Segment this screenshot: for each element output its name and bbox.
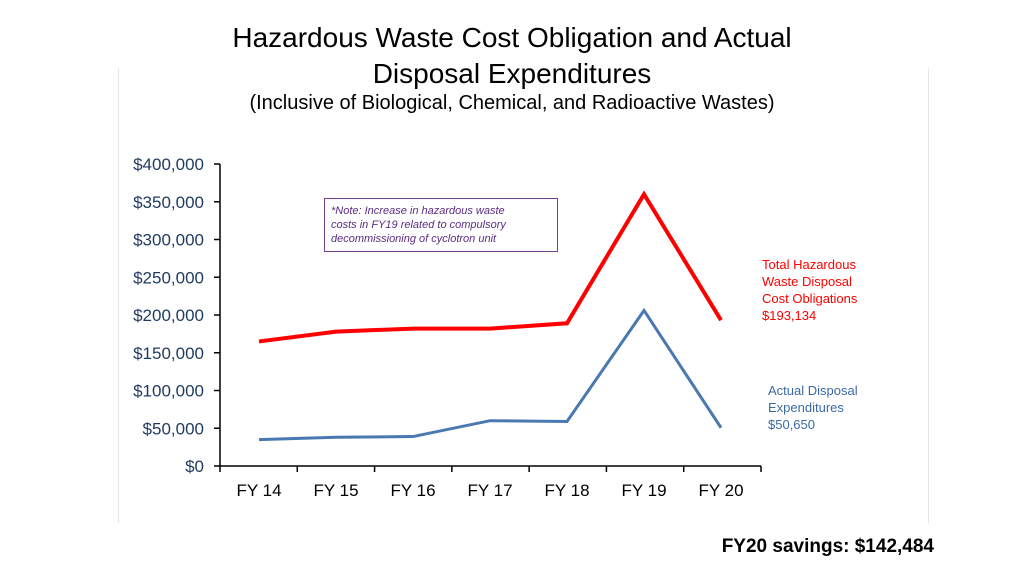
- x-tick-label: FY 15: [313, 481, 358, 500]
- y-tick-label: $50,000: [143, 419, 204, 438]
- y-tick-label: $300,000: [133, 231, 204, 250]
- chart-series-lines: [258, 190, 723, 442]
- series-line-actual: [258, 307, 723, 442]
- total-label-value: $193,134: [762, 308, 817, 323]
- chart-axes: $0 $50,000 $100,000 $150,000 $200,000 $250,00…: [133, 155, 762, 500]
- y-tick-label: $100,000: [133, 382, 204, 401]
- actual-label-value: $50,650: [768, 417, 815, 432]
- series-line-total: [258, 190, 723, 344]
- y-tick-label: $350,000: [133, 193, 204, 212]
- y-tick-label: $250,000: [133, 268, 204, 287]
- slide-frame-left: [118, 68, 119, 523]
- actual-label-line-2: Expenditures: [768, 400, 844, 415]
- x-tick-label: FY 19: [621, 481, 666, 500]
- series-label-total: Total Hazardous Waste Disposal Cost Obli…: [762, 256, 857, 324]
- chart-title-line-2: Disposal Expenditures: [372, 58, 652, 89]
- series-label-actual: Actual Disposal Expenditures $50,650: [768, 382, 858, 433]
- x-tick-label: FY 20: [698, 481, 743, 500]
- total-label-line-3: Cost Obligations: [762, 291, 858, 306]
- total-label-line-1: Total Hazardous: [762, 257, 856, 272]
- note-line-1: *Note: Increase in hazardous waste: [331, 205, 505, 217]
- actual-label-line-1: Actual Disposal: [768, 383, 858, 398]
- note-line-2: costs in FY19 related to compulsory: [331, 219, 506, 231]
- fy20-savings-text: FY20 savings: $142,484: [721, 536, 934, 557]
- total-label-line-2: Waste Disposal: [762, 274, 852, 289]
- chart-note-box: *Note: Increase in hazardous waste costs…: [324, 198, 558, 252]
- chart-title-line-1: Hazardous Waste Cost Obligation and Actu…: [232, 22, 792, 53]
- x-tick-label: FY 17: [467, 481, 512, 500]
- y-tick-label: $200,000: [133, 306, 204, 325]
- y-tick-label: $150,000: [133, 344, 204, 363]
- x-tick-label: FY 18: [544, 481, 589, 500]
- y-tick-label: $0: [185, 457, 204, 476]
- chart-subtitle: (Inclusive of Biological, Chemical, and …: [249, 92, 775, 114]
- note-line-3: decommissioning of cyclotron unit: [331, 233, 497, 245]
- y-tick-label: $400,000: [133, 155, 204, 174]
- chart-title: Hazardous Waste Cost Obligation and Actu…: [0, 20, 1024, 92]
- slide-frame-right: [928, 68, 929, 523]
- x-tick-label: FY 16: [390, 481, 435, 500]
- x-tick-label: FY 14: [236, 481, 281, 500]
